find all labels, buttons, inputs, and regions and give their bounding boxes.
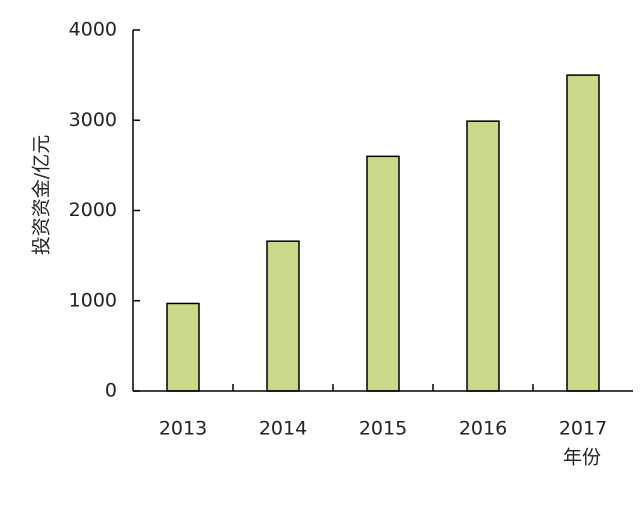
- bar: [166, 302, 200, 392]
- bar: [266, 240, 300, 392]
- x-tick-label: 2017: [559, 418, 607, 440]
- bar: [566, 74, 600, 392]
- x-tick-label: 2014: [259, 418, 307, 440]
- y-tick-label: 4000: [69, 19, 117, 41]
- x-tick-label: 2015: [359, 418, 407, 440]
- bar: [466, 120, 500, 392]
- y-axis-label: 投资资金/亿元: [31, 135, 53, 255]
- x-tick-label: 2013: [159, 418, 207, 440]
- y-tick-label: 3000: [69, 109, 117, 131]
- bar: [366, 155, 400, 392]
- x-tick-label: 2016: [459, 418, 507, 440]
- y-tick-label: 1000: [69, 289, 117, 311]
- y-tick-label: 2000: [69, 199, 117, 221]
- x-axis-label: 年份: [563, 447, 601, 469]
- y-tick-label: 0: [105, 380, 117, 402]
